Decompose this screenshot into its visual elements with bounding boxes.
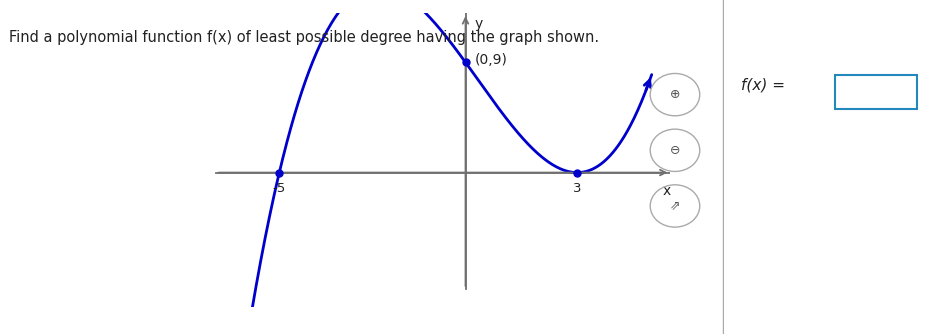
Text: y: y	[475, 17, 483, 31]
Text: x: x	[663, 184, 670, 198]
Text: 3: 3	[573, 182, 582, 195]
FancyBboxPatch shape	[835, 75, 917, 109]
Text: ⊕: ⊕	[669, 88, 681, 101]
Text: Find a polynomial function f(x) of least possible degree having the graph shown.: Find a polynomial function f(x) of least…	[9, 30, 600, 45]
Text: ⇗: ⇗	[669, 199, 681, 212]
Text: -5: -5	[273, 182, 286, 195]
Text: ⊖: ⊖	[669, 144, 681, 157]
Text: (0,9): (0,9)	[475, 53, 507, 67]
Text: f(x) =: f(x) =	[741, 78, 785, 93]
